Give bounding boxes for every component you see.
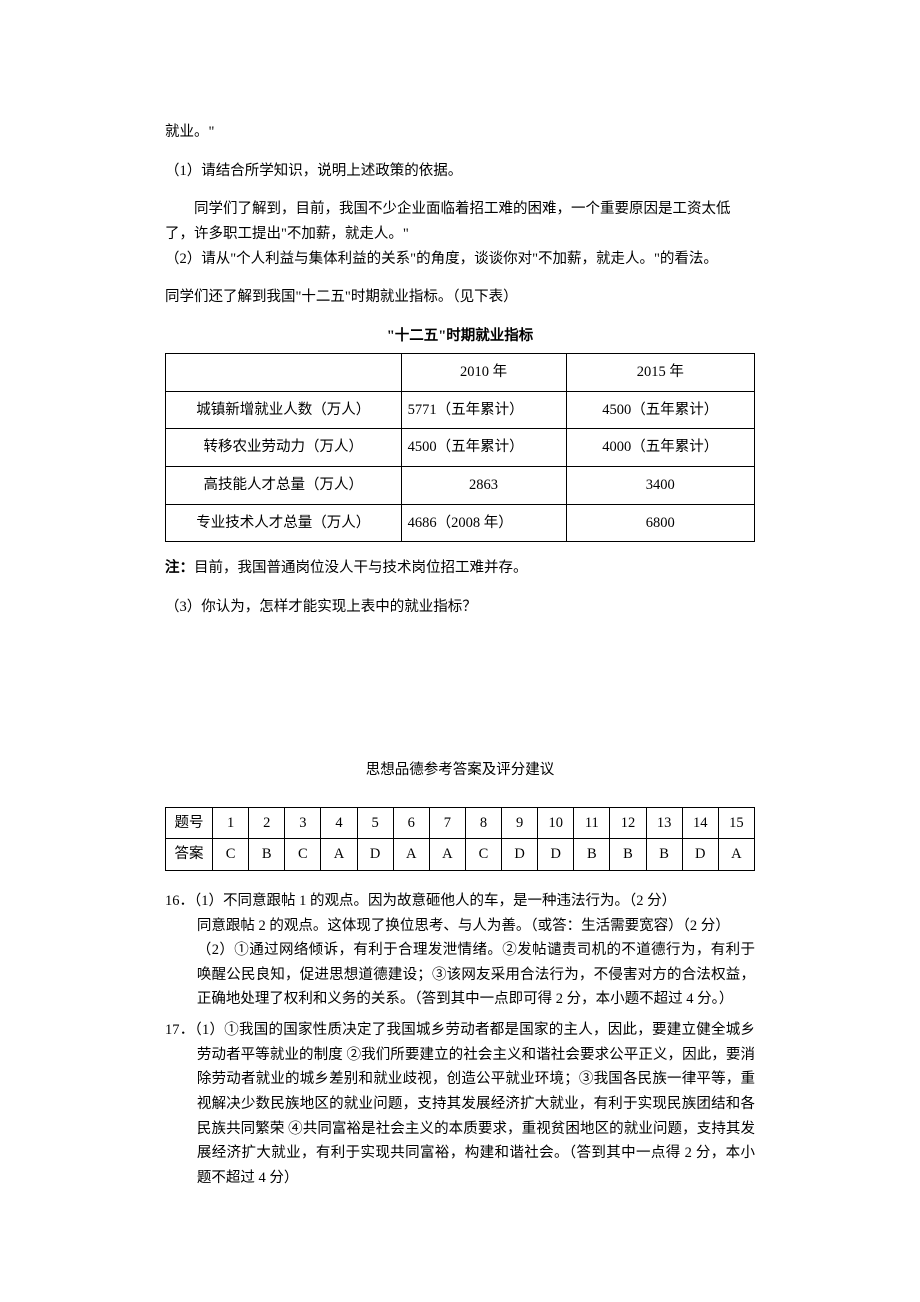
table-row: 转移农业劳动力（万人） 4500（五年累计） 4000（五年累计） <box>166 429 755 467</box>
answer-16: 16．（1）不同意跟帖 1 的观点。因为故意砸他人的车，是一种违法行为。（2 分… <box>165 889 755 1012</box>
cell: 13 <box>646 807 682 839</box>
cell: 11 <box>574 807 610 839</box>
a16-l2: 同意跟帖 2 的观点。这体现了换位思考、与人为善。（或答：生活需要宽容）（2 分… <box>165 914 755 939</box>
q3-sub: （3）你认为，怎样才能实现上表中的就业指标？ <box>165 595 755 620</box>
cell: C <box>285 839 321 871</box>
cell: 6800 <box>566 504 755 542</box>
cell: B <box>646 839 682 871</box>
exam-page: 就业。" （1）请结合所学知识，说明上述政策的依据。 同学们了解到，目前，我国不… <box>0 0 920 1257</box>
cell: D <box>682 839 718 871</box>
q1-sub1: （1）请结合所学知识，说明上述政策的依据。 <box>165 159 755 184</box>
q3-intro: 同学们还了解到我国"十二五"时期就业指标。（见下表） <box>165 285 755 310</box>
cell: 3 <box>285 807 321 839</box>
cell: 8 <box>465 807 501 839</box>
row-label: 专业技术人才总量（万人） <box>166 504 402 542</box>
header-blank <box>166 353 402 391</box>
cell: 4000（五年累计） <box>566 429 755 467</box>
employment-target-table: 2010 年 2015 年 城镇新增就业人数（万人） 5771（五年累计） 45… <box>165 353 755 542</box>
cell: A <box>429 839 465 871</box>
cell: C <box>213 839 249 871</box>
cell: A <box>393 839 429 871</box>
cell: A <box>718 839 754 871</box>
cell: 5 <box>357 807 393 839</box>
cell: 1 <box>213 807 249 839</box>
a16-l3: （2）①通过网络倾诉，有利于合理发泄情绪。②发帖谴责司机的不道德行为，有利于唤醒… <box>165 938 755 1012</box>
cell: 2863 <box>401 466 566 504</box>
cell: 4 <box>321 807 357 839</box>
cell: 9 <box>502 807 538 839</box>
table-row: 题号 1 2 3 4 5 6 7 8 9 10 11 12 13 14 15 <box>166 807 755 839</box>
table-row: 2010 年 2015 年 <box>166 353 755 391</box>
cell: 14 <box>682 807 718 839</box>
answer-17: 17．（1）①我国的国家性质决定了我国城乡劳动者都是国家的主人，因此，要建立健全… <box>165 1018 755 1190</box>
header-col1: 2010 年 <box>401 353 566 391</box>
answer-key-table: 题号 1 2 3 4 5 6 7 8 9 10 11 12 13 14 15 答… <box>165 807 755 871</box>
table1-title: "十二五"时期就业指标 <box>165 324 755 349</box>
cell: B <box>574 839 610 871</box>
cell: 3400 <box>566 466 755 504</box>
cell: 10 <box>538 807 574 839</box>
cell: 4500（五年累计） <box>401 429 566 467</box>
table-row: 高技能人才总量（万人） 2863 3400 <box>166 466 755 504</box>
q1-tail: 就业。" <box>165 120 755 145</box>
q2-sub: （2）请从"个人利益与集体利益的关系"的角度，谈谈你对"不加薪，就走人。"的看法… <box>165 247 755 272</box>
cell: 4500（五年累计） <box>566 391 755 429</box>
row-label: 题号 <box>166 807 213 839</box>
row-label: 城镇新增就业人数（万人） <box>166 391 402 429</box>
row-label: 高技能人才总量（万人） <box>166 466 402 504</box>
q2-p1: 同学们了解到，目前，我国不少企业面临着招工难的困难，一个重要原因是工资太低了，许… <box>165 197 755 246</box>
cell: 2 <box>249 807 285 839</box>
cell: D <box>357 839 393 871</box>
cell: B <box>249 839 285 871</box>
spacer <box>165 633 755 743</box>
cell: D <box>538 839 574 871</box>
table-note: 注：目前，我国普通岗位没人干与技术岗位招工难并存。 <box>165 556 755 581</box>
a17-l1: 17．（1）①我国的国家性质决定了我国城乡劳动者都是国家的主人，因此，要建立健全… <box>165 1018 755 1190</box>
cell: A <box>321 839 357 871</box>
cell: 12 <box>610 807 646 839</box>
cell: D <box>502 839 538 871</box>
note-text: 目前，我国普通岗位没人干与技术岗位招工难并存。 <box>194 560 528 576</box>
row-label: 答案 <box>166 839 213 871</box>
cell: 15 <box>718 807 754 839</box>
table-row: 城镇新增就业人数（万人） 5771（五年累计） 4500（五年累计） <box>166 391 755 429</box>
cell: 6 <box>393 807 429 839</box>
cell: 4686（2008 年） <box>401 504 566 542</box>
a16-l1: 16．（1）不同意跟帖 1 的观点。因为故意砸他人的车，是一种违法行为。（2 分… <box>165 889 755 914</box>
row-label: 转移农业劳动力（万人） <box>166 429 402 467</box>
header-col2: 2015 年 <box>566 353 755 391</box>
table-row: 答案 C B C A D A A C D D B B B D A <box>166 839 755 871</box>
note-label: 注： <box>165 560 194 576</box>
cell: 5771（五年累计） <box>401 391 566 429</box>
answers-title: 思想品德参考答案及评分建议 <box>165 758 755 783</box>
table-row: 专业技术人才总量（万人） 4686（2008 年） 6800 <box>166 504 755 542</box>
cell: B <box>610 839 646 871</box>
cell: 7 <box>429 807 465 839</box>
cell: C <box>465 839 501 871</box>
